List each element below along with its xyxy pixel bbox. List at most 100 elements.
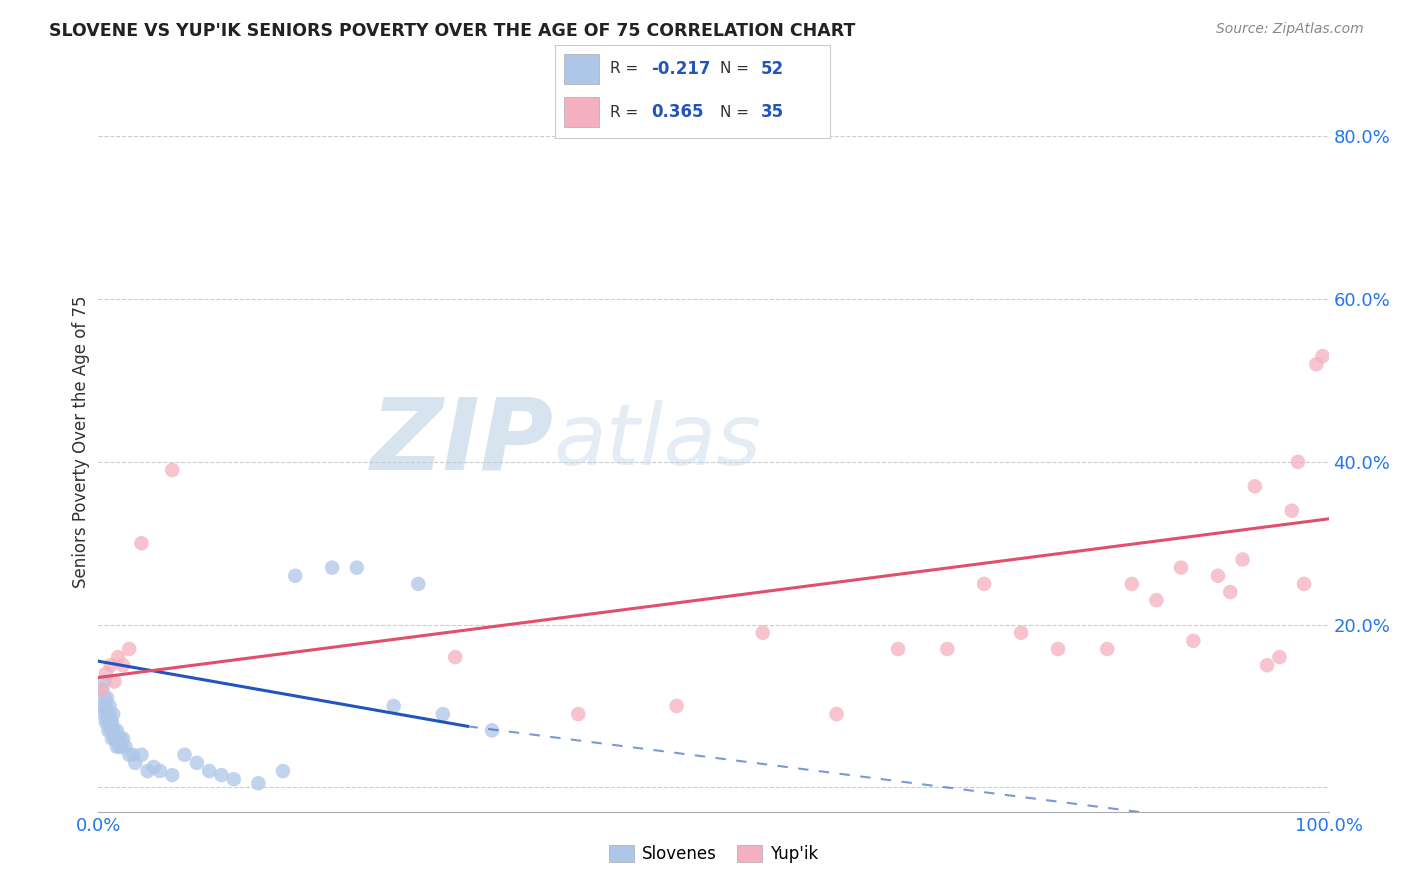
Point [173,747,195,762]
Point [211,768,233,782]
Point [1312,349,1334,363]
Point [103,723,125,738]
Point [1097,642,1119,657]
Point [98,707,121,722]
Point [1244,479,1267,493]
Point [136,764,159,778]
Point [93,674,115,689]
Point [110,731,132,746]
Point [112,731,135,746]
Point [111,739,134,754]
Point [222,772,245,787]
Point [936,642,959,657]
Text: N =: N = [720,62,754,77]
Point [114,739,136,754]
Point [98,698,121,713]
Point [1182,633,1205,648]
Point [93,707,115,722]
Point [1219,585,1241,599]
Point [124,756,146,770]
Point [103,707,125,722]
Point [101,731,124,746]
Point [94,666,117,681]
Text: 0.365: 0.365 [651,103,704,121]
Point [1256,658,1278,673]
Bar [564,54,599,84]
Point [665,698,688,713]
Point [382,698,405,713]
Point [567,707,589,722]
Point [1232,552,1254,566]
Point [1046,642,1070,657]
Point [408,577,430,591]
Point [112,658,135,673]
Point [118,642,141,657]
Point [825,707,848,722]
Text: R =: R = [610,62,644,77]
Point [108,739,131,754]
Point [100,658,122,673]
Point [149,764,172,778]
Text: 35: 35 [761,103,785,121]
Point [101,715,124,730]
Point [91,682,114,697]
Point [107,650,129,665]
Point [1010,625,1032,640]
Point [321,560,343,574]
Point [97,723,120,738]
Point [973,577,995,591]
Point [103,674,125,689]
Point [1170,560,1192,574]
Point [186,756,208,770]
Point [284,568,307,582]
Point [1121,577,1143,591]
Point [162,768,183,782]
Point [104,731,127,746]
Point [1268,650,1291,665]
Text: Source: ZipAtlas.com: Source: ZipAtlas.com [1216,22,1364,37]
Point [107,731,129,746]
Point [131,747,153,762]
Point [271,764,294,778]
Point [105,723,128,738]
Point [346,560,368,574]
Point [432,707,454,722]
Text: -0.217: -0.217 [651,60,711,78]
Point [122,747,145,762]
Point [198,764,221,778]
Point [131,536,153,550]
Text: SLOVENE VS YUP'IK SENIORS POVERTY OVER THE AGE OF 75 CORRELATION CHART: SLOVENE VS YUP'IK SENIORS POVERTY OVER T… [49,22,856,40]
Point [96,707,118,722]
Point [96,690,118,705]
Text: N =: N = [720,104,754,120]
Point [94,715,117,730]
Legend: Slovenes, Yup'ik: Slovenes, Yup'ik [602,838,825,870]
Point [162,463,183,477]
Point [100,723,122,738]
Point [1144,593,1167,607]
Point [1305,357,1327,371]
Point [481,723,503,738]
Point [100,715,122,730]
Point [97,715,120,730]
Text: 52: 52 [761,60,785,78]
Point [247,776,270,790]
Text: ZIP: ZIP [371,393,554,490]
Point [887,642,910,657]
Point [142,760,165,774]
Point [90,698,112,713]
Point [103,723,125,738]
Point [94,698,117,713]
Point [105,739,128,754]
Point [752,625,775,640]
Point [1286,455,1309,469]
Point [1206,568,1229,582]
Bar [564,97,599,127]
Text: R =: R = [610,104,644,120]
Point [118,747,141,762]
Point [91,682,114,697]
Point [1281,504,1303,518]
Text: atlas: atlas [554,400,762,483]
Point [444,650,467,665]
Y-axis label: Seniors Poverty Over the Age of 75: Seniors Poverty Over the Age of 75 [72,295,90,588]
